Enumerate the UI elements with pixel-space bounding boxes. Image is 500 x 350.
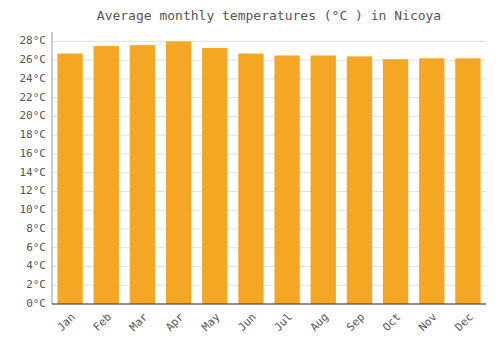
y-tick-label: 28°C: [20, 34, 47, 47]
y-tick-label: 6°C: [26, 241, 46, 254]
y-tick-label: 12°C: [20, 184, 47, 197]
x-tick-label: May: [199, 310, 223, 334]
y-axis: 0°C 2°C 4°C 6°C 8°C 10°C 12°C 14°C 16°C 18°C 20°C 2…: [20, 32, 53, 310]
y-tick-label: 10°C: [20, 203, 47, 216]
bar: [274, 55, 299, 304]
y-tick-label: 8°C: [26, 222, 46, 235]
bar: [202, 48, 227, 304]
chart-container: 0°C 2°C 4°C 6°C 8°C 10°C 12°C 14°C 16°C 18°C 20°C 2…: [0, 0, 500, 350]
bar: [94, 46, 119, 304]
x-tick-label: Aug: [308, 311, 331, 334]
grid-line: [52, 304, 486, 305]
x-tick-label: Oct: [380, 311, 403, 334]
x-tick-label: Jun: [235, 311, 258, 334]
y-tick-label: 0°C: [26, 297, 46, 310]
bar: [347, 56, 372, 304]
x-tick-label: Feb: [91, 311, 114, 334]
y-tick-label: 14°C: [20, 166, 47, 179]
x-tick-label: Mar: [127, 310, 151, 334]
x-tick-label: Sep: [344, 311, 367, 334]
y-tick-label: 20°C: [20, 109, 47, 122]
bar: [419, 58, 444, 304]
y-tick-label: 4°C: [26, 259, 46, 272]
bars: [57, 41, 480, 304]
x-tick-label: Dec: [452, 311, 475, 334]
title: Average monthly temperatures (°C ) in Ni…: [97, 8, 441, 23]
x-tick-label: Jul: [272, 311, 295, 334]
y-tick-label: 18°C: [20, 128, 47, 141]
y-tick-label: 16°C: [20, 147, 47, 160]
grid-line: [52, 41, 486, 42]
bar: [455, 58, 480, 304]
bar: [238, 54, 263, 304]
bar: [311, 55, 336, 304]
x-tick-label: Apr: [163, 310, 187, 334]
chart: 0°C 2°C 4°C 6°C 8°C 10°C 12°C 14°C 16°C 18°C 20°C 2…: [0, 0, 500, 350]
x-axis: Jan Feb Mar Apr May Jun Jul Aug Sep Oct Nov Dec: [52, 304, 486, 334]
bar: [383, 59, 408, 304]
y-tick-label: 26°C: [20, 53, 47, 66]
y-tick-label: 2°C: [26, 278, 46, 291]
y-tick-label: 22°C: [20, 91, 47, 104]
y-tick-label: 24°C: [20, 72, 47, 85]
bar: [166, 41, 191, 304]
y-axis-line: [52, 32, 53, 304]
x-tick-label: Jan: [55, 311, 78, 334]
x-axis-line: [52, 304, 486, 305]
x-tick-label: Nov: [416, 310, 440, 334]
bar: [130, 45, 155, 304]
grid: [52, 41, 486, 304]
bar: [57, 54, 82, 304]
